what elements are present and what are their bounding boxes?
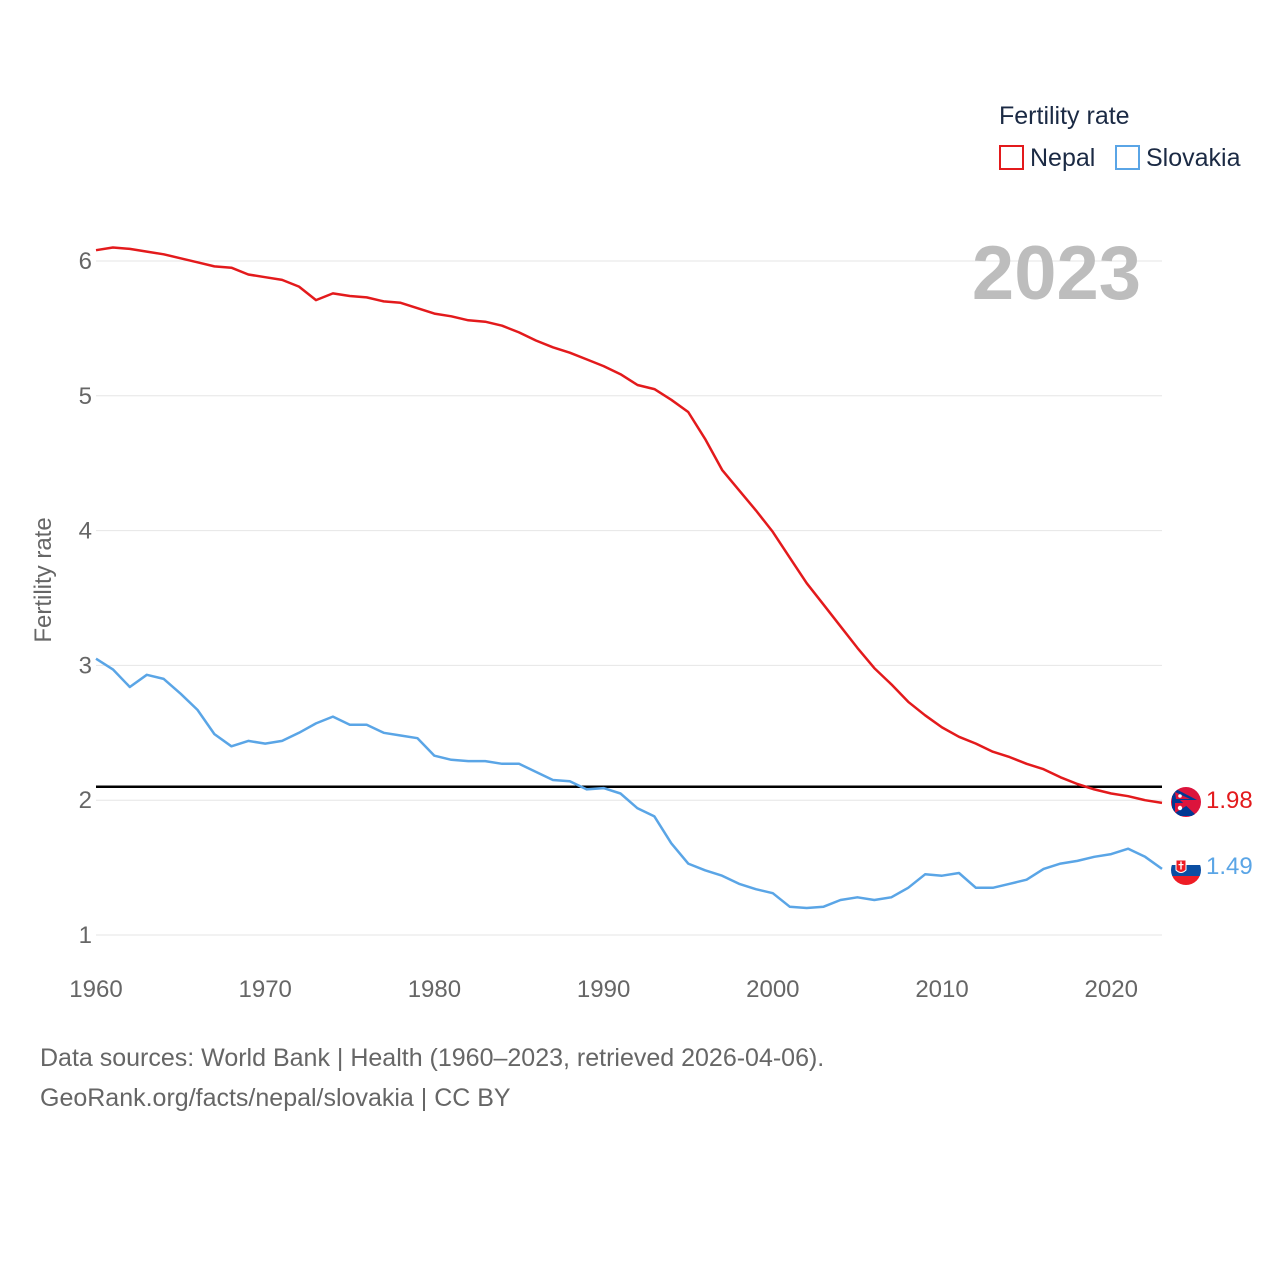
y-axis-ticks: 1 2 3 4 5 6	[79, 248, 92, 949]
legend: Fertility rate Nepal Slovakia	[999, 102, 1241, 172]
y-tick-label: 3	[79, 652, 92, 679]
source-url[interactable]: GeoRank.org/facts/nepal/slovakia | CC BY	[40, 1084, 511, 1112]
legend-swatch-slovakia[interactable]	[1115, 145, 1140, 170]
legend-label-slovakia[interactable]: Slovakia	[1146, 144, 1241, 172]
y-tick-label: 2	[79, 787, 92, 814]
x-tick-label: 2010	[915, 976, 968, 1003]
legend-label-nepal[interactable]: Nepal	[1030, 144, 1095, 172]
x-tick-label: 2000	[746, 976, 799, 1003]
y-tick-label: 1	[79, 922, 92, 949]
y-tick-label: 4	[79, 518, 92, 545]
x-axis-ticks: 1960 1970 1980 1990 2000 2010 2020	[69, 976, 1138, 1003]
data-source-note: Data sources: World Bank | Health (1960–…	[40, 1044, 825, 1072]
year-label: 2023	[972, 231, 1141, 316]
legend-title: Fertility rate	[999, 102, 1130, 130]
legend-swatch-nepal[interactable]	[999, 145, 1024, 170]
series-line-nepal	[95, 246, 1163, 805]
slovakia-flag-icon	[1171, 855, 1201, 885]
y-tick-label: 6	[79, 248, 92, 275]
x-tick-label: 2020	[1085, 976, 1138, 1003]
y-tick-label: 5	[79, 383, 92, 410]
series-line-slovakia	[95, 657, 1163, 910]
y-axis-title: Fertility rate	[30, 517, 57, 642]
gridlines	[96, 260, 1162, 936]
nepal-flag-icon	[1171, 787, 1201, 817]
end-label-nepal: 1.98	[1206, 787, 1253, 814]
x-tick-label: 1960	[69, 976, 122, 1003]
x-tick-label: 1990	[577, 976, 630, 1003]
x-tick-label: 1980	[408, 976, 461, 1003]
end-label-slovakia: 1.49	[1206, 853, 1253, 880]
x-tick-label: 1970	[239, 976, 292, 1003]
